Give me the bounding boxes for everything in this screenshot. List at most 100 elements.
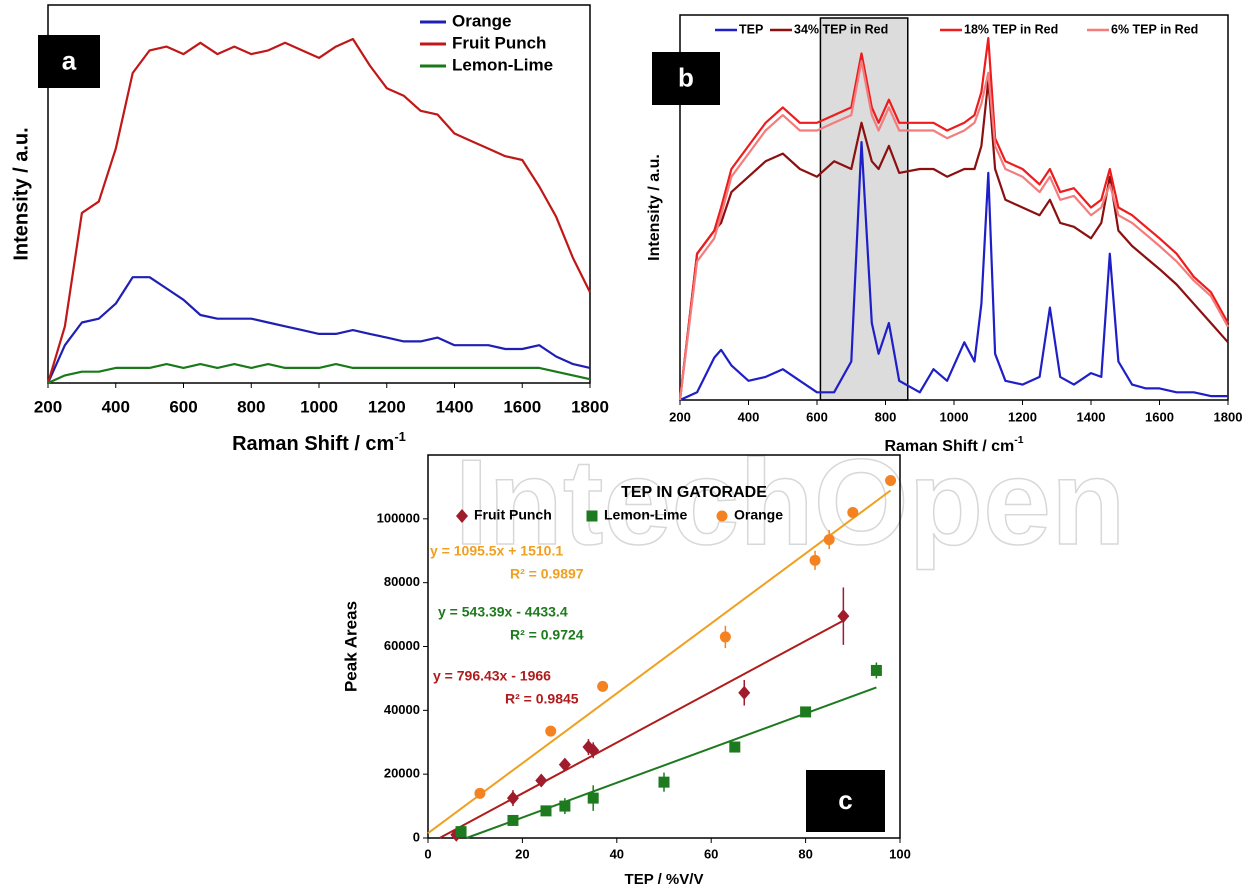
panel-label-box [38, 35, 100, 88]
x-axis-label-sup: -1 [1014, 435, 1023, 446]
x-tick-label: 1000 [300, 397, 338, 416]
x-tick-label: 200 [669, 409, 691, 424]
trendline-equation: y = 796.43x - 1966 [433, 668, 551, 684]
x-tick-label: 1400 [1077, 409, 1106, 424]
trendline-r2: R² = 0.9845 [505, 691, 579, 707]
data-point [719, 631, 731, 643]
x-tick-label: 80 [798, 846, 812, 861]
x-tick-label: 20 [515, 846, 529, 861]
x-tick-label: 60 [704, 846, 718, 861]
y-axis-label: Peak Areas [341, 601, 360, 692]
data-point [559, 800, 571, 812]
data-point [540, 805, 552, 817]
data-point [837, 609, 850, 624]
plot-frame [679, 14, 1229, 401]
series-line [678, 37, 1229, 401]
x-tick-label: 600 [806, 409, 828, 424]
legend-swatch [456, 509, 468, 523]
series-line [46, 37, 591, 384]
data-point [847, 506, 859, 518]
y-axis-label: Intensity / a.u. [646, 154, 663, 261]
x-axis-label: TEP / %V/V [625, 871, 704, 888]
data-point [474, 787, 486, 799]
y-tick-label: 80000 [384, 574, 420, 589]
trendline [427, 489, 892, 834]
trendline-equation: y = 1095.5x + 1510.1 [430, 543, 563, 559]
legend-label: Fruit Punch [452, 33, 546, 52]
data-point [507, 814, 519, 826]
legend-label: Fruit Punch [474, 507, 552, 523]
legend-swatch [586, 510, 598, 522]
data-point [800, 706, 812, 718]
legend-label: Lemon-Lime [452, 55, 553, 74]
x-tick-label: 1200 [1008, 409, 1037, 424]
x-tick-label: 1000 [940, 409, 969, 424]
x-tick-label: 1400 [436, 397, 474, 416]
data-point [587, 743, 600, 758]
data-point [535, 773, 548, 788]
panel-label-box [806, 770, 885, 832]
watermark: IntechOpen [454, 434, 1125, 570]
x-axis-label: Raman Shift / cm-1 [884, 435, 1023, 455]
data-point [506, 791, 519, 806]
data-point [558, 757, 571, 772]
x-tick-label: 1600 [503, 397, 541, 416]
x-tick-label: 800 [237, 397, 265, 416]
trendline-r2: R² = 0.9724 [510, 627, 584, 643]
data-point [545, 725, 557, 737]
data-point [885, 475, 897, 487]
x-axis-label: Raman Shift / cm-1 [232, 429, 406, 455]
legend-label: Orange [452, 11, 512, 30]
legend-label: TEP [739, 22, 763, 36]
x-tick-label: 1800 [1214, 409, 1243, 424]
x-tick-label: 800 [875, 409, 897, 424]
series-line [678, 60, 1229, 401]
series-line [46, 276, 591, 384]
series-line [678, 79, 1229, 401]
legend-label: Orange [734, 507, 783, 523]
panel-label: a [62, 45, 77, 75]
data-point [809, 554, 821, 566]
y-tick-label: 0 [413, 829, 420, 844]
y-axis-label: Intensity / a.u. [10, 127, 32, 260]
series-line [679, 141, 1228, 402]
series-line [47, 363, 591, 385]
legend-label: 6% TEP in Red [1111, 22, 1198, 36]
y-tick-label: 40000 [384, 702, 420, 717]
x-tick-label: 1200 [368, 397, 406, 416]
legend-label: 34% TEP in Red [794, 22, 888, 36]
x-tick-label: 1800 [571, 397, 609, 416]
legend-label: Lemon-Lime [604, 507, 687, 523]
x-tick-label: 400 [102, 397, 130, 416]
panel-label: b [678, 62, 694, 92]
data-point [729, 741, 741, 753]
panel-label-box [652, 52, 720, 105]
legend-swatch [716, 510, 728, 522]
x-tick-label: 400 [738, 409, 760, 424]
x-axis-label-text: TEP / %V/V [625, 871, 704, 888]
x-axis-label-text: Raman Shift / cm [232, 433, 394, 455]
y-tick-label: 100000 [377, 510, 420, 525]
data-point [597, 680, 609, 692]
data-point [587, 792, 599, 804]
x-axis-label-text: Raman Shift / cm [884, 438, 1014, 455]
x-tick-label: 0 [424, 846, 431, 861]
trendline [439, 619, 844, 839]
data-point [658, 776, 670, 788]
y-tick-label: 20000 [384, 766, 420, 781]
x-tick-label: 600 [169, 397, 197, 416]
x-tick-label: 200 [34, 397, 62, 416]
trendline-equation: y = 543.39x - 4433.4 [438, 604, 568, 620]
x-tick-label: 100 [889, 846, 911, 861]
panel-label: c [838, 785, 852, 815]
data-point [455, 826, 467, 838]
chart-title: TEP IN GATORADE [621, 484, 767, 501]
data-point [738, 685, 751, 700]
legend-label: 18% TEP in Red [964, 22, 1058, 36]
data-point [870, 664, 882, 676]
x-axis-label-sup: -1 [394, 429, 406, 444]
data-point [823, 534, 835, 546]
y-tick-label: 60000 [384, 638, 420, 653]
trendline-r2: R² = 0.9897 [510, 566, 584, 582]
